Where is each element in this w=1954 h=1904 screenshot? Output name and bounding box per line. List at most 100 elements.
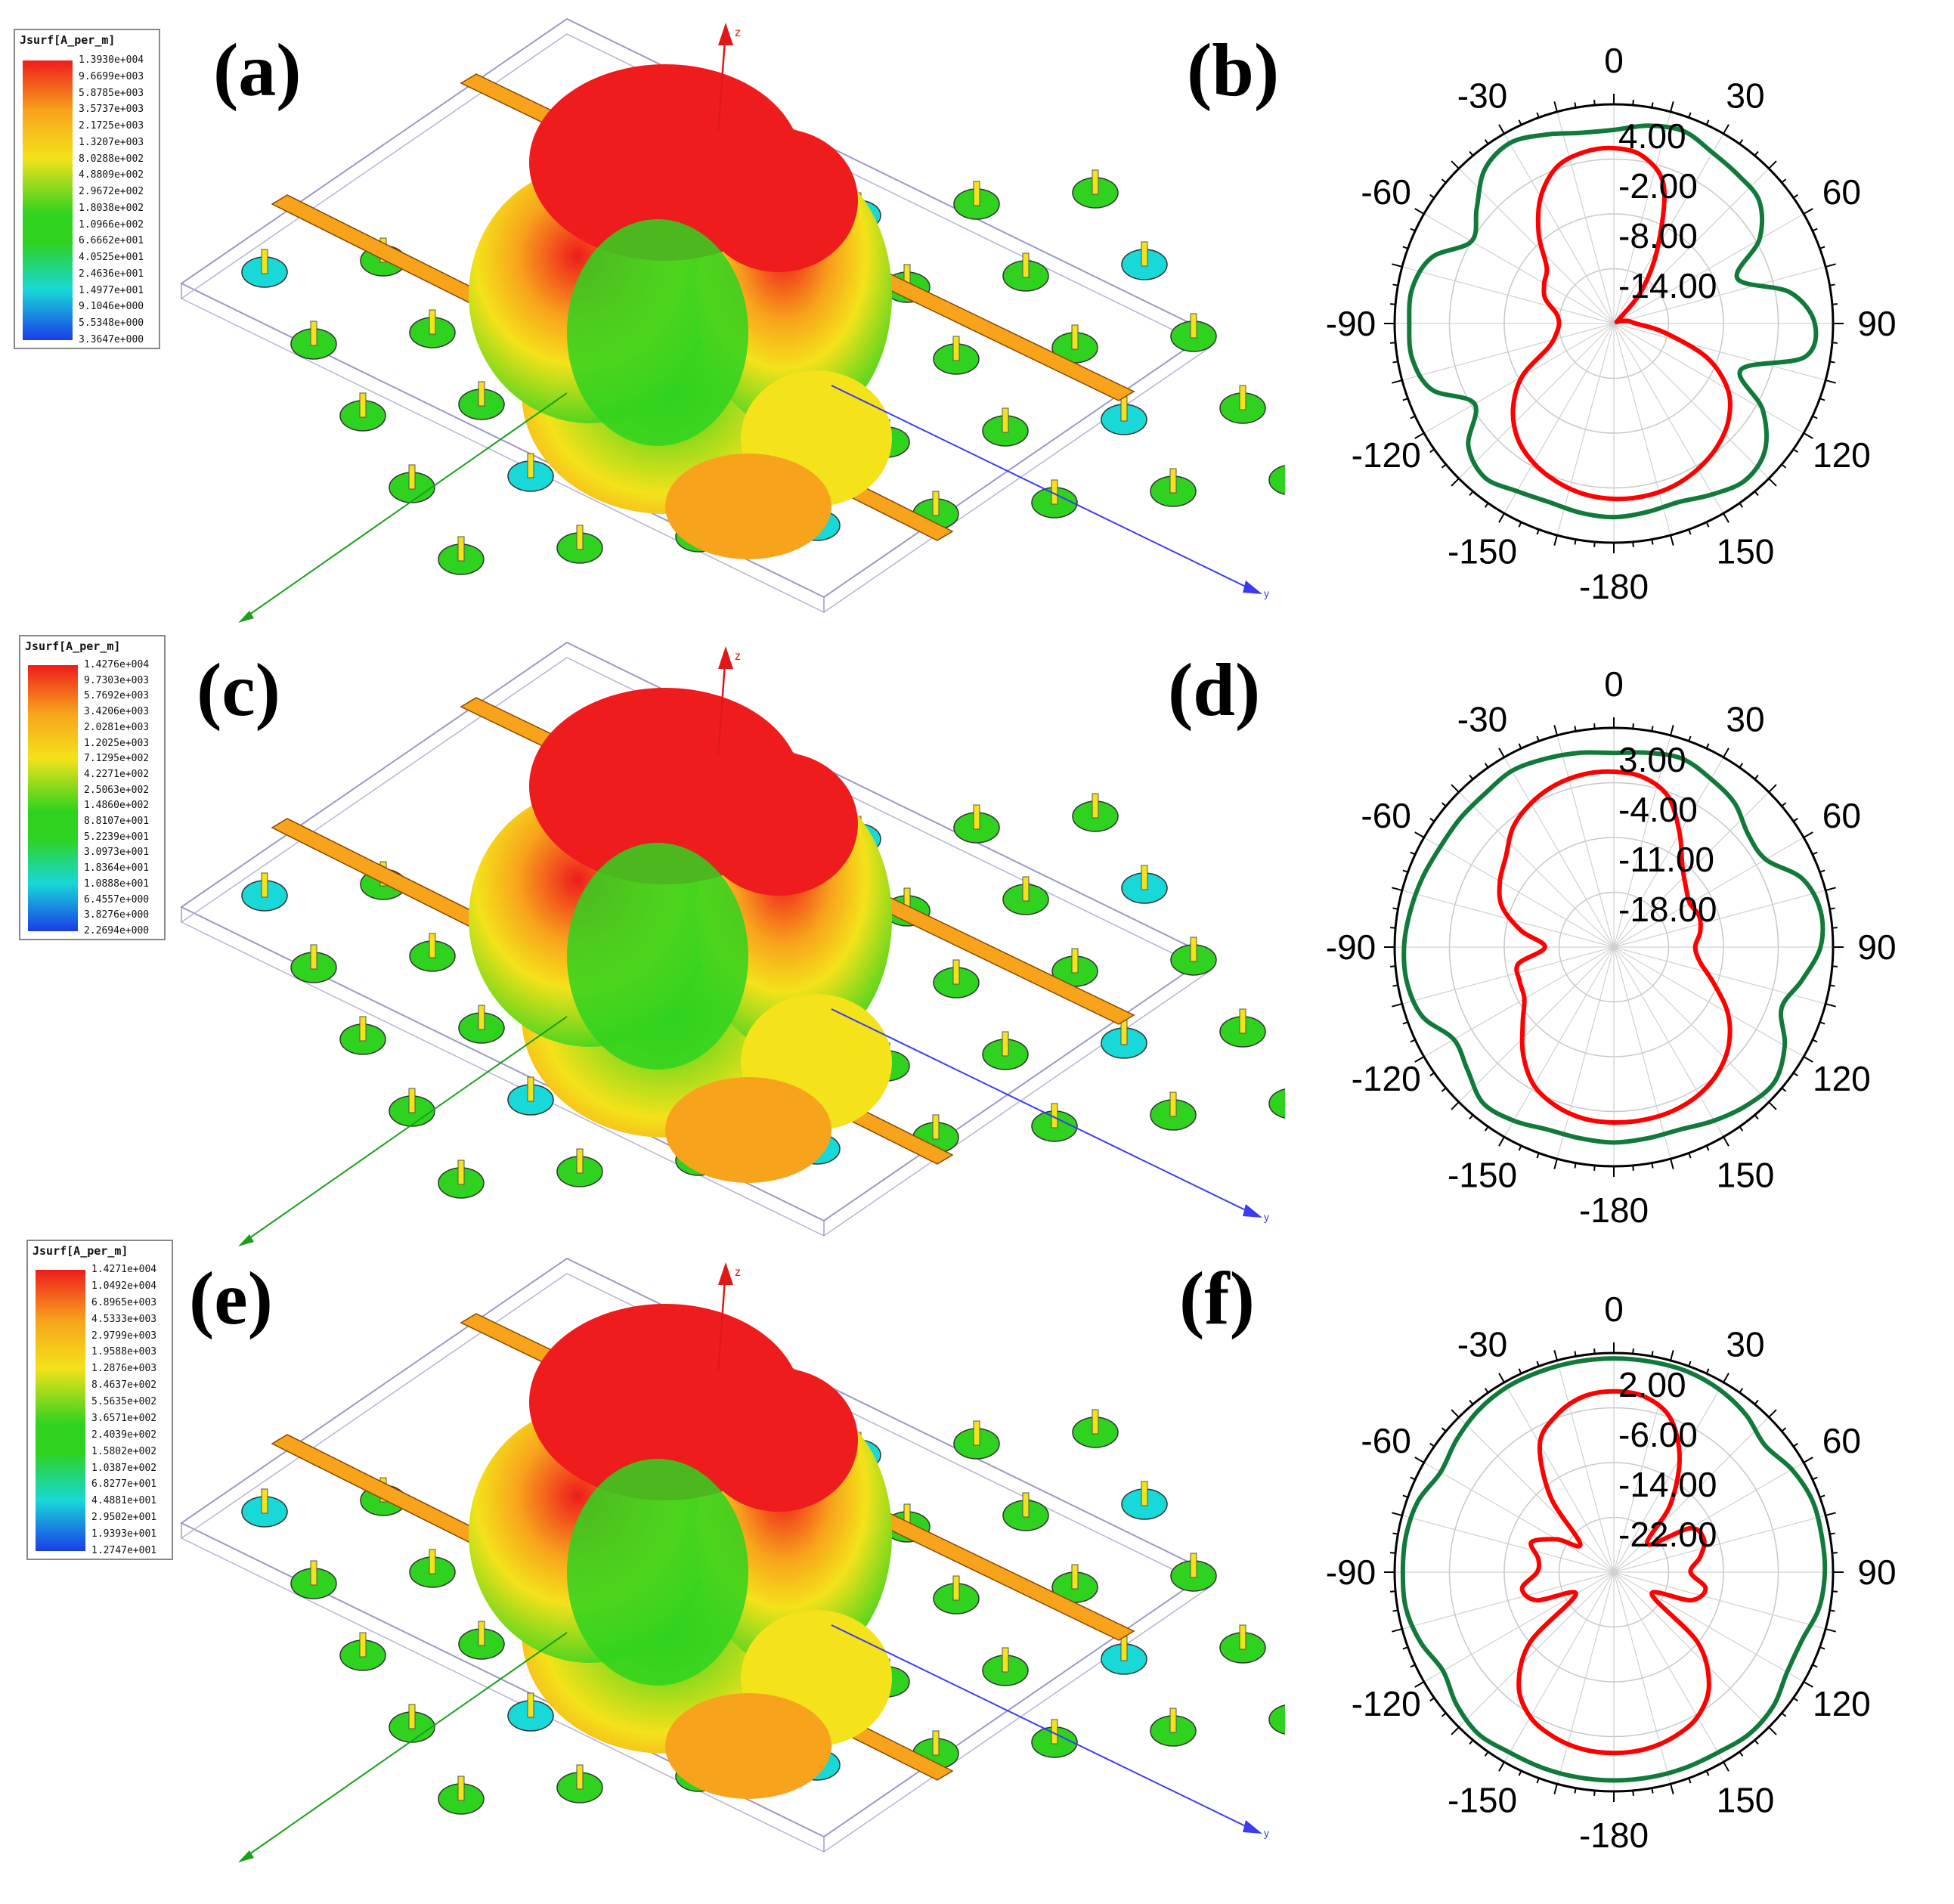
coordinate-axes: zy bbox=[238, 23, 1269, 623]
y-axis-label: y bbox=[1264, 1211, 1269, 1223]
angle-tick-label: 150 bbox=[1717, 531, 1775, 571]
radial-tick-label: -22.00 bbox=[1618, 1515, 1717, 1554]
radial-tick-label: -14.00 bbox=[1618, 266, 1717, 305]
patch-element bbox=[1002, 1492, 1049, 1531]
patch-element bbox=[1170, 313, 1217, 352]
patch-element bbox=[953, 1420, 1000, 1460]
patch-element bbox=[933, 959, 980, 998]
x-axis-arrow bbox=[238, 1850, 254, 1862]
patch-element bbox=[982, 1647, 1029, 1686]
patch-element bbox=[1072, 793, 1119, 832]
patch-element bbox=[982, 407, 1029, 447]
current-legend-a: Jsurf[A_per_m] 1.3930e+004 9.6699e+003 5.8… bbox=[14, 29, 160, 349]
radiation-pattern-3d bbox=[469, 688, 892, 1183]
plot3d-svg-c: zy bbox=[180, 641, 1315, 1246]
crosspolar-pattern-line bbox=[1400, 1356, 1828, 1783]
x-axis-arrow bbox=[238, 1234, 254, 1246]
patch-element bbox=[556, 1148, 603, 1187]
y-axis-label: y bbox=[1264, 1827, 1269, 1839]
patch-element bbox=[438, 1776, 485, 1815]
radial-tick-label: -14.00 bbox=[1618, 1465, 1717, 1504]
patch-element bbox=[1031, 1719, 1078, 1758]
legend-title: Jsurf[A_per_m] bbox=[33, 1244, 129, 1258]
current-legend-e: Jsurf[A_per_m] 1.4271e+004 1.0492e+004 6.8… bbox=[26, 1240, 173, 1560]
plot3d-svg-a: zy bbox=[180, 17, 1315, 623]
panel-label-b: (b) bbox=[1187, 28, 1280, 112]
radial-tick-label: -18.00 bbox=[1618, 890, 1717, 929]
angle-tick-label: -150 bbox=[1448, 1780, 1517, 1819]
patch-element bbox=[1072, 169, 1119, 209]
patch-element bbox=[1219, 1624, 1266, 1664]
panel-label-a: (a) bbox=[213, 28, 302, 112]
radial-tick-label: -8.00 bbox=[1618, 216, 1698, 255]
angle-tick-label: 90 bbox=[1857, 927, 1896, 967]
z-axis-label: z bbox=[735, 26, 741, 39]
angle-tick-label: 60 bbox=[1822, 796, 1861, 835]
radial-tick-label: -2.00 bbox=[1618, 166, 1698, 206]
z-axis-arrow bbox=[718, 646, 733, 669]
angle-tick-label: 30 bbox=[1726, 700, 1764, 739]
patch-element bbox=[1101, 1636, 1147, 1675]
patch-element bbox=[339, 1016, 386, 1055]
angle-tick-label: -30 bbox=[1457, 700, 1507, 739]
angle-tick-label: -30 bbox=[1457, 76, 1507, 116]
angle-tick-label: -150 bbox=[1448, 531, 1517, 571]
panel-label-d: (d) bbox=[1168, 648, 1261, 732]
polar-ticks bbox=[1384, 94, 1844, 553]
panel-label-c: (c) bbox=[197, 648, 280, 732]
y-axis-arrow bbox=[1243, 1204, 1262, 1218]
patch-element bbox=[438, 1159, 485, 1199]
patch-element bbox=[933, 336, 980, 375]
angle-tick-label: 0 bbox=[1604, 664, 1624, 704]
patch-element bbox=[1031, 479, 1078, 519]
patch-element bbox=[389, 1088, 435, 1127]
patch-element bbox=[556, 1764, 603, 1803]
patch-element bbox=[982, 1031, 1029, 1070]
patch-element bbox=[1121, 241, 1168, 280]
y-axis-arrow bbox=[1243, 1820, 1262, 1834]
patch-element bbox=[1170, 1553, 1217, 1592]
radial-tick-label: 3.00 bbox=[1618, 740, 1686, 779]
patch-element bbox=[953, 804, 1000, 844]
polar-svg-d: 0 30 60 90 120 150 -180 -150 -120 -90 -60 -30 3.00 -4… bbox=[1326, 664, 1897, 1230]
patch-element bbox=[1002, 876, 1049, 915]
patch-element bbox=[1002, 252, 1049, 292]
copolar-pattern-line bbox=[1497, 769, 1733, 1125]
angle-tick-label: -60 bbox=[1361, 172, 1411, 212]
patch-element bbox=[241, 1488, 288, 1528]
polar-ticks bbox=[1384, 717, 1844, 1177]
copolar-pattern-line bbox=[1510, 145, 1733, 502]
patch-element bbox=[953, 181, 1000, 220]
coordinate-axes: zy bbox=[238, 1262, 1269, 1862]
patch-element bbox=[1121, 865, 1168, 904]
crosspolar-pattern-line bbox=[1401, 750, 1825, 1145]
angle-tick-label: -180 bbox=[1579, 567, 1649, 606]
patch-element bbox=[556, 525, 603, 564]
patch-element bbox=[1051, 1564, 1098, 1603]
polar-grid bbox=[1395, 104, 1833, 543]
angle-tick-label: 0 bbox=[1604, 41, 1624, 80]
angle-tick-label: -180 bbox=[1579, 1816, 1649, 1855]
patch-element bbox=[1219, 385, 1266, 424]
angle-tick-label: 150 bbox=[1717, 1780, 1775, 1819]
legend-title: Jsurf[A_per_m] bbox=[20, 33, 116, 47]
legend-gradient bbox=[23, 60, 73, 340]
legend-gradient bbox=[36, 1270, 85, 1551]
patch-element bbox=[458, 381, 505, 420]
angle-tick-label: 0 bbox=[1604, 1289, 1624, 1329]
patch-array bbox=[241, 169, 1315, 575]
radial-tick-label: -11.00 bbox=[1618, 840, 1714, 879]
patch-element bbox=[241, 872, 288, 912]
patch-element bbox=[507, 1076, 554, 1116]
patch-element bbox=[1051, 324, 1098, 364]
patch-element bbox=[1219, 1008, 1266, 1048]
angle-tick-label: 150 bbox=[1717, 1155, 1775, 1194]
angle-tick-label: 120 bbox=[1813, 1684, 1871, 1723]
patch-element bbox=[507, 453, 554, 492]
x-axis-arrow bbox=[238, 611, 254, 623]
z-axis-label: z bbox=[735, 650, 741, 663]
coordinate-axes: zy bbox=[238, 646, 1269, 1246]
angle-tick-label: -60 bbox=[1361, 1421, 1411, 1460]
